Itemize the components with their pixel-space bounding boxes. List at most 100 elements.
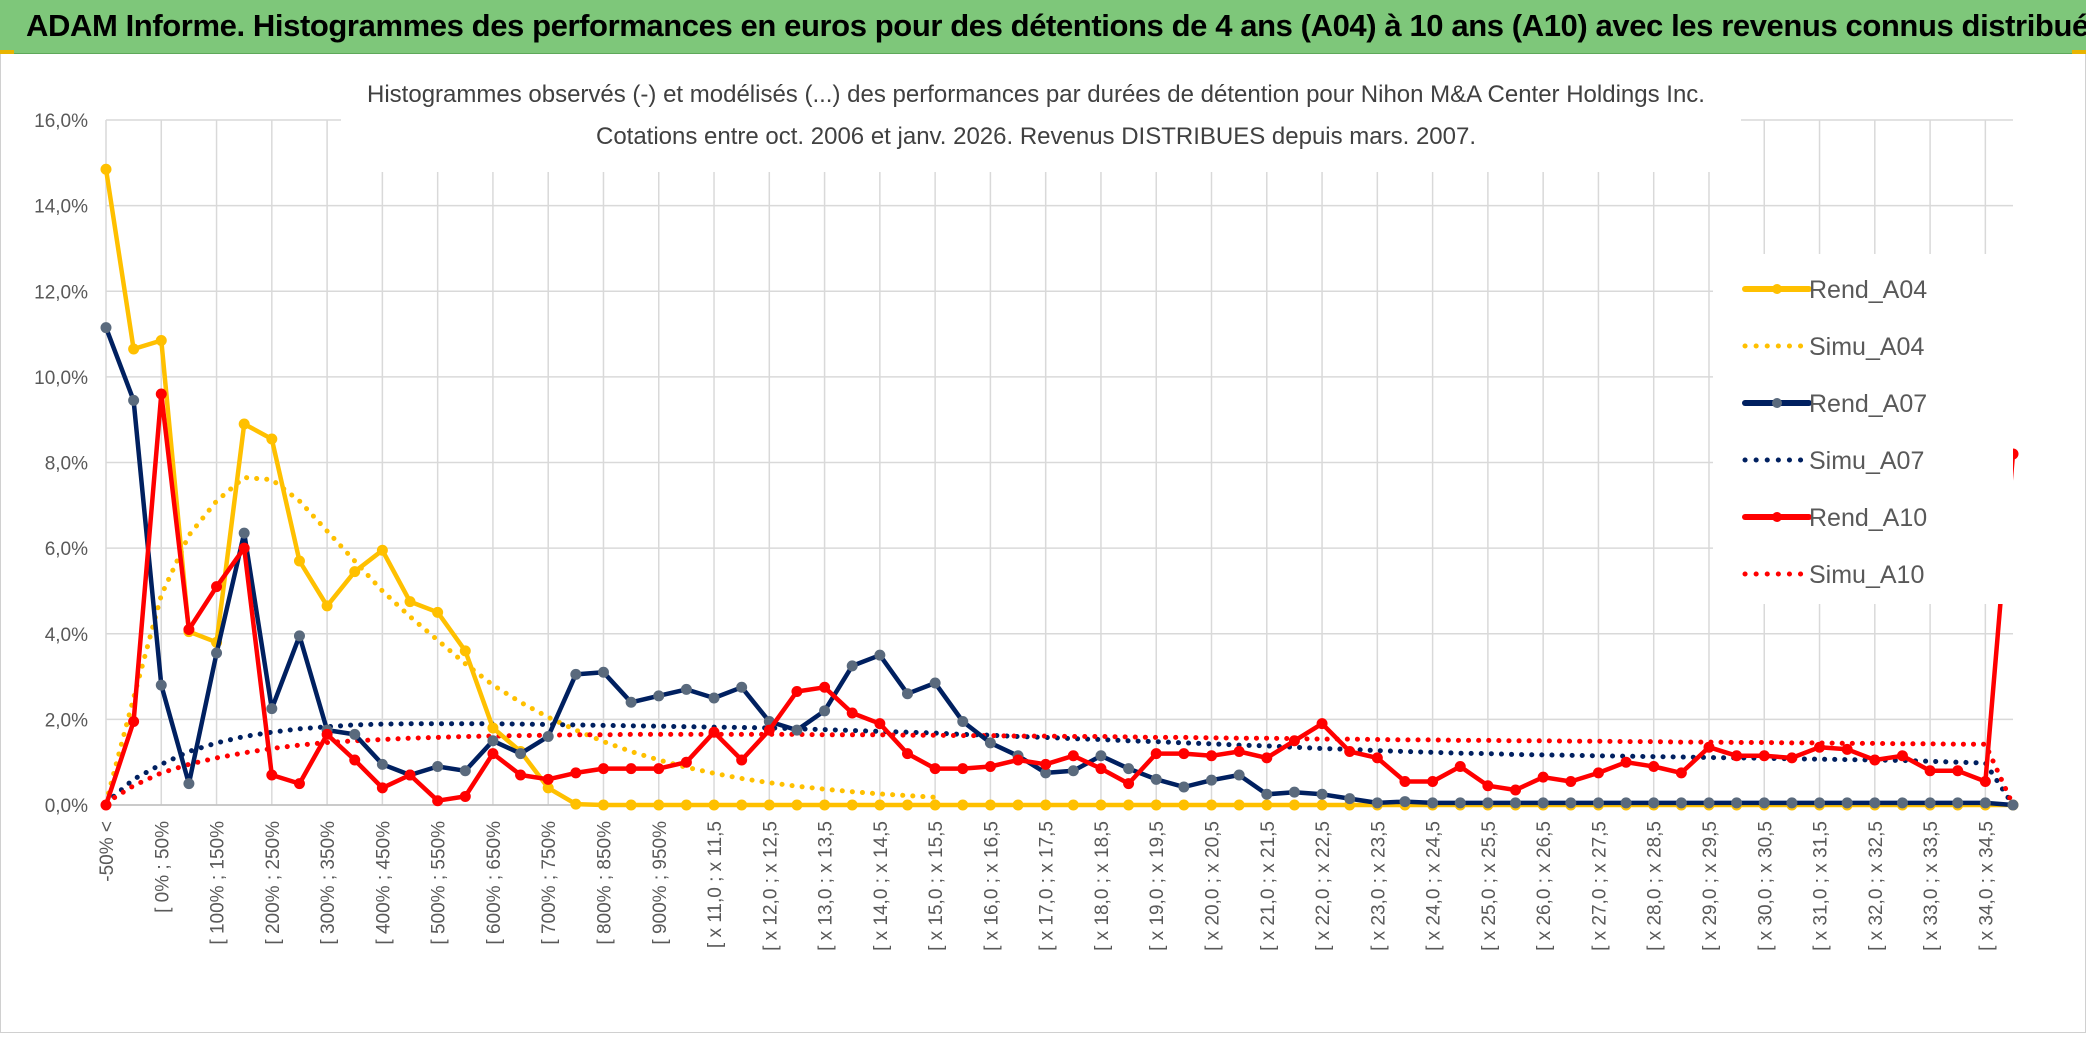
x-tick-label: [ x 11,0 ; x 11,5	[705, 821, 726, 948]
point-rend_a07	[984, 737, 996, 749]
x-tick-label: [ x 34,0 ; x 34,5	[1976, 821, 1997, 951]
point-rend_a04	[984, 799, 996, 811]
point-rend_a10	[1896, 750, 1908, 762]
x-tick-label: [ x 15,0 ; x 15,5	[926, 821, 947, 951]
x-axis: -50% < [ 0% ; 50% [ 100% ; 150% [ 200% ; 25…	[97, 821, 1997, 951]
point-rend_a04	[1178, 799, 1190, 811]
point-rend_a10	[100, 799, 112, 811]
point-rend_a10	[211, 581, 223, 593]
point-rend_a07	[1979, 797, 1991, 809]
point-rend_a07	[653, 690, 665, 702]
point-rend_a04	[570, 798, 582, 810]
point-rend_a07	[1565, 797, 1577, 809]
x-tick-label: [ x 18,0 ; x 18,5	[1092, 821, 1113, 951]
x-tick-label: [ x 19,0 ; x 19,5	[1147, 821, 1168, 951]
point-rend_a07	[1233, 769, 1245, 781]
x-tick-label: [ x 21,0 ; x 21,5	[1258, 821, 1279, 951]
point-rend_a07	[293, 630, 305, 642]
point-rend_a07	[183, 778, 195, 790]
point-rend_a10	[376, 782, 388, 794]
point-rend_a07	[266, 703, 278, 715]
point-rend_a10	[763, 724, 775, 736]
point-rend_a04	[708, 799, 720, 811]
point-rend_a04	[680, 799, 692, 811]
point-rend_a07	[1731, 797, 1743, 809]
point-rend_a07	[1510, 797, 1522, 809]
point-rend_a07	[1814, 797, 1826, 809]
point-rend_a10	[1979, 775, 1991, 787]
point-rend_a10	[1703, 741, 1715, 753]
x-tick-label: [ 500% ; 550%	[429, 821, 450, 945]
y-tick-label: 6,0%	[45, 539, 88, 560]
y-tick-label: 14,0%	[34, 197, 88, 218]
x-tick-label: [ x 28,0 ; x 28,5	[1645, 821, 1666, 951]
point-rend_a10	[1841, 743, 1853, 755]
series-line-rend_a10	[103, 391, 2016, 808]
point-rend_a07	[874, 649, 886, 661]
x-tick-label: [ 200% ; 250%	[263, 821, 284, 945]
x-tick-label: [ x 22,0 ; x 22,5	[1313, 821, 1334, 951]
point-rend_a04	[100, 163, 112, 175]
point-rend_a10	[1648, 760, 1660, 772]
point-rend_a10	[901, 748, 913, 760]
chart-frame: 0,0% 2,0% 4,0% 6,0% 8,0% 10,0% 12,0% 14,0% 16,0%…	[0, 54, 2086, 1033]
x-tick-label: [ x 26,0 ; x 26,5	[1534, 821, 1555, 951]
point-rend_a04	[874, 799, 886, 811]
point-rend_a10	[1288, 735, 1300, 747]
point-rend_a07	[1648, 797, 1660, 809]
x-tick-label: [ 600% ; 650%	[484, 821, 505, 945]
point-rend_a10	[736, 754, 748, 766]
point-rend_a04	[929, 799, 941, 811]
point-rend_a10	[1592, 767, 1604, 779]
point-rend_a10	[293, 778, 305, 790]
point-rend_a10	[155, 388, 167, 400]
point-rend_a07	[1675, 797, 1687, 809]
point-rend_a04	[625, 799, 637, 811]
point-rend_a10	[1731, 750, 1743, 762]
x-tick-label: [ x 25,0 ; x 25,5	[1479, 821, 1500, 951]
point-rend_a10	[819, 681, 831, 693]
point-rend_a04	[321, 600, 333, 612]
x-tick-label: [ x 29,0 ; x 29,5	[1700, 821, 1721, 951]
point-rend_a04	[459, 645, 471, 657]
point-rend_a04	[238, 418, 250, 430]
point-rend_a04	[128, 343, 140, 355]
point-rend_a07	[1924, 797, 1936, 809]
point-rend_a04	[846, 799, 858, 811]
point-rend_a04	[1316, 799, 1328, 811]
point-rend_a10	[1040, 758, 1052, 770]
point-rend_a07	[1482, 797, 1494, 809]
legend-marker-rend_a10	[1772, 512, 1782, 522]
point-rend_a07	[2007, 799, 2019, 811]
corner-accent	[0, 50, 14, 54]
point-rend_a10	[984, 760, 996, 772]
point-rend_a07	[211, 647, 223, 659]
chart-title: Histogrammes observés (-) et modélisés (…	[367, 81, 1705, 108]
y-axis: 0,0% 2,0% 4,0% 6,0% 8,0% 10,0% 12,0% 14,0% 16,0%	[34, 111, 88, 817]
x-tick-label: [ 400% ; 450%	[373, 821, 394, 945]
legend-label-rend_a10: Rend_A10	[1809, 504, 1927, 532]
series-line-simu_a07	[103, 721, 2016, 808]
series-line-simu_a04	[103, 475, 938, 806]
x-tick-label: [ 800% ; 850%	[594, 821, 615, 945]
x-tick-label: -50% <	[97, 821, 118, 882]
point-rend_a07	[1150, 773, 1162, 785]
point-rend_a10	[791, 686, 803, 698]
point-rend_a07	[1178, 781, 1190, 793]
point-rend_a04	[376, 544, 388, 556]
x-tick-label: [ x 13,0 ; x 13,5	[816, 821, 837, 951]
point-rend_a04	[1261, 799, 1273, 811]
point-rend_a07	[155, 679, 167, 691]
point-rend_a07	[597, 666, 609, 678]
point-rend_a07	[708, 692, 720, 704]
point-rend_a10	[183, 623, 195, 635]
point-rend_a10	[1620, 756, 1632, 768]
point-rend_a07	[680, 683, 692, 695]
point-rend_a07	[1399, 796, 1411, 808]
point-rend_a10	[1510, 784, 1522, 796]
y-tick-label: 0,0%	[45, 796, 88, 817]
point-rend_a10	[128, 716, 140, 728]
x-tick-label: [ x 12,0 ; x 12,5	[760, 821, 781, 951]
point-rend_a04	[487, 722, 499, 734]
point-rend_a10	[929, 763, 941, 775]
